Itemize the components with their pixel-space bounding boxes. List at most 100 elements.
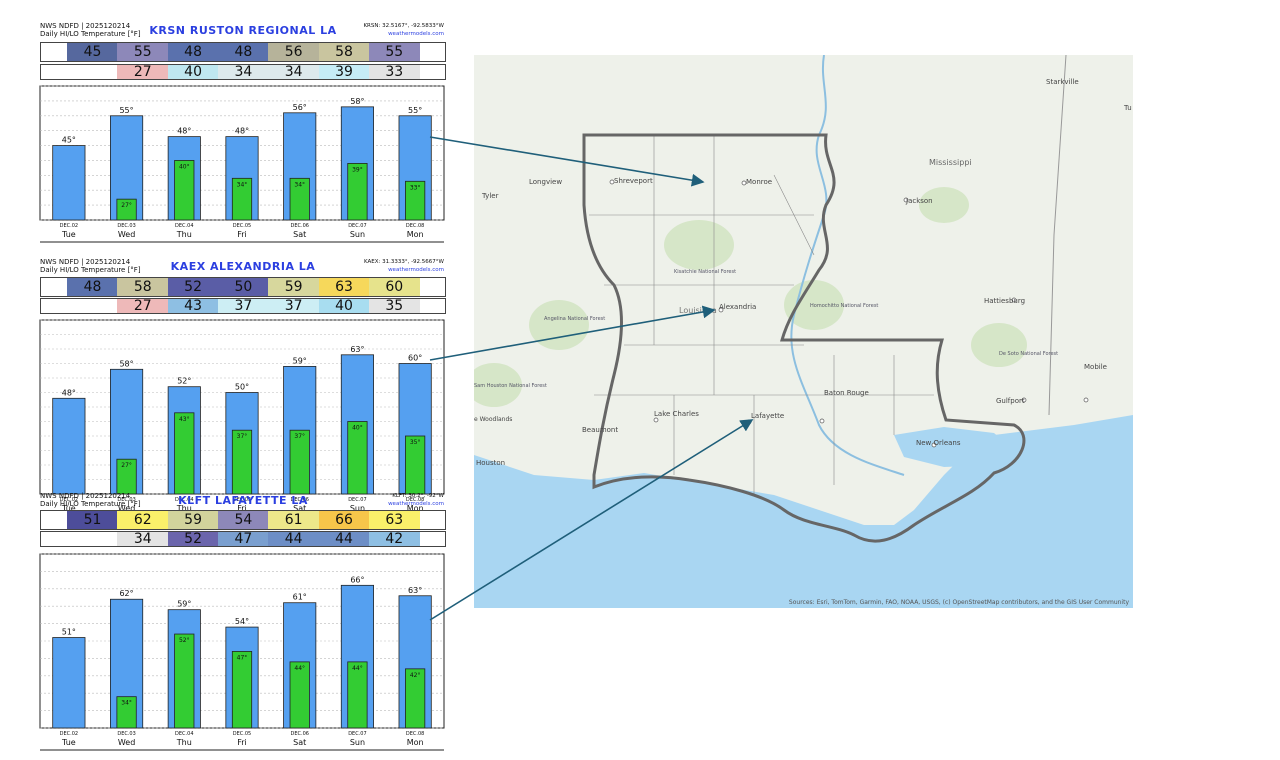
hi-value-label: 48° (62, 388, 76, 397)
hi-strip-cell: 55 (117, 43, 169, 61)
city-dots (609, 179, 1089, 448)
lo-strip-cell: 33 (368, 65, 420, 79)
x-day-label: Tue (61, 230, 76, 239)
lo-strip-cell: 43 (167, 299, 219, 313)
lo-value-label: 35° (410, 439, 421, 446)
lo-strip-cell: 40 (318, 299, 370, 313)
x-day-label: Fri (237, 230, 247, 239)
x-date-label: DEC.05 (233, 731, 251, 737)
x-day-label: Sat (293, 738, 306, 747)
x-date-label: DEC.08 (406, 497, 424, 503)
model-run-label: NWS NDFD | 2025120214 (40, 258, 131, 266)
louisiana-border (582, 133, 1026, 543)
lo-value-label: 40° (179, 163, 190, 170)
x-day-label: Thu (176, 738, 192, 747)
hi-strip-cell: 45 (67, 43, 118, 61)
lo-value-label: 33° (410, 184, 421, 191)
hi-temp-strip: 45 55 48 48 56 58 55 (40, 42, 446, 62)
x-date-label: DEC.04 (175, 497, 193, 503)
lo-bar (289, 177, 310, 221)
hi-strip-cell: 48 (167, 43, 219, 61)
label-angelina: Angelina National Forest (544, 316, 605, 322)
arrow-ruston (429, 136, 705, 187)
x-date-label: DEC.04 (175, 731, 193, 737)
lo-temp-strip: 27 43 37 37 40 35 (40, 298, 446, 314)
mississippi-border (1048, 55, 1067, 416)
station-title: KRSN RUSTON REGIONAL LA (149, 24, 337, 37)
hi-strip-cell: 61 (268, 511, 320, 529)
hi-strip-cell: 62 (117, 511, 169, 529)
lo-bar (174, 412, 195, 495)
panel-header-right: KAEX: 31.3333°, -92.5667°W weathermodels… (364, 258, 444, 274)
model-run-label: NWS NDFD | 2025120214 (40, 22, 131, 30)
hi-value-label: 52° (177, 377, 191, 386)
lo-value-label: 34° (294, 181, 305, 188)
x-day-label: Sun (350, 230, 365, 239)
label-jackson: Jackson (905, 197, 933, 205)
x-day-label: Tue (61, 504, 76, 513)
label-lafayette: Lafayette (751, 412, 784, 420)
hi-strip-cell: 48 (67, 278, 118, 296)
panel-header-left: NWS NDFD | 2025120214 Daily HI/LO Temper… (40, 492, 141, 508)
x-day-label: Sat (293, 230, 306, 239)
hi-value-label: 59° (177, 600, 191, 609)
model-run-label: NWS NDFD | 2025120214 (40, 492, 131, 500)
x-date-label: DEC.03 (117, 731, 135, 737)
label-beaumont: Beaumont (582, 426, 618, 434)
variable-label: Daily HI/LO Temperature [°F] (40, 30, 141, 38)
hi-value-label: 50° (235, 383, 249, 392)
lo-value-label: 40° (352, 425, 363, 432)
lo-strip-cell: 35 (368, 299, 420, 313)
hi-strip-cell: 63 (318, 278, 370, 296)
lo-bar (116, 198, 137, 221)
label-mobile: Mobile (1084, 363, 1107, 371)
hi-value-label: 61° (293, 593, 307, 602)
lo-value-label: 39° (352, 166, 363, 173)
panel-header-left: NWS NDFD | 2025120214 Daily HI/LO Temper… (40, 22, 141, 38)
arrow-lafayette (429, 419, 754, 621)
lo-strip-cell: 34 (268, 65, 320, 79)
station-coords: KRSN: 32.5167°, -92.5833°W (363, 23, 444, 29)
hi-strip-cell: 59 (268, 278, 320, 296)
label-sam-houston: Sam Houston National Forest (474, 383, 547, 389)
hi-value-label: 55° (408, 106, 422, 115)
mississippi-river (790, 55, 905, 476)
lo-strip-cell: 40 (167, 65, 219, 79)
x-day-label: Wed (118, 504, 135, 513)
lo-bar (231, 429, 253, 495)
hi-value-label: 56° (293, 103, 307, 112)
hi-value-label: 48° (235, 127, 249, 136)
hi-value-label: 58° (119, 359, 133, 368)
x-day-label: Mon (407, 504, 424, 513)
site-credit: weathermodels.com (388, 501, 444, 507)
lo-value-label: 37° (294, 433, 305, 440)
lo-strip-cell: 52 (167, 532, 219, 546)
x-date-label: DEC.03 (117, 223, 135, 229)
hi-lo-bar-chart: 757065605550454035302551°DEC.02Tue62°34°… (39, 553, 445, 751)
x-day-label: Tue (61, 738, 76, 747)
hi-strip-cell: 56 (268, 43, 320, 61)
hi-value-label: 63° (408, 586, 422, 595)
hi-temp-strip: 48 58 52 50 59 63 60 (40, 277, 446, 297)
louisiana-map: Shreveport Monroe Alexandria Louisiana L… (474, 55, 1133, 608)
x-date-label: DEC.05 (233, 223, 251, 229)
x-day-label: Thu (176, 504, 192, 513)
lo-strip-cell: 37 (217, 299, 269, 313)
lo-value-label: 44° (352, 665, 363, 672)
hi-value-label: 63° (350, 345, 364, 354)
lo-strip-cell: 34 (217, 65, 269, 79)
hi-bar (52, 637, 86, 729)
lo-strip-cell: 34 (117, 532, 169, 546)
x-date-label: DEC.04 (175, 223, 193, 229)
lo-value-label: 34° (121, 700, 132, 707)
lo-temp-strip: 34 52 47 44 44 42 (40, 531, 446, 547)
station-title: KLFT LAFAYETTE LA (178, 494, 308, 507)
label-longview: Longview (529, 178, 562, 186)
label-kisatchie: Kisatchie National Forest (674, 269, 736, 275)
lo-value-label: 27° (121, 462, 132, 469)
lo-value-label: 47° (237, 654, 248, 661)
x-day-label: Fri (237, 738, 247, 747)
hi-strip-cell: 58 (318, 43, 370, 61)
x-date-label: DEC.02 (60, 731, 78, 737)
hi-value-label: 45° (62, 136, 76, 145)
